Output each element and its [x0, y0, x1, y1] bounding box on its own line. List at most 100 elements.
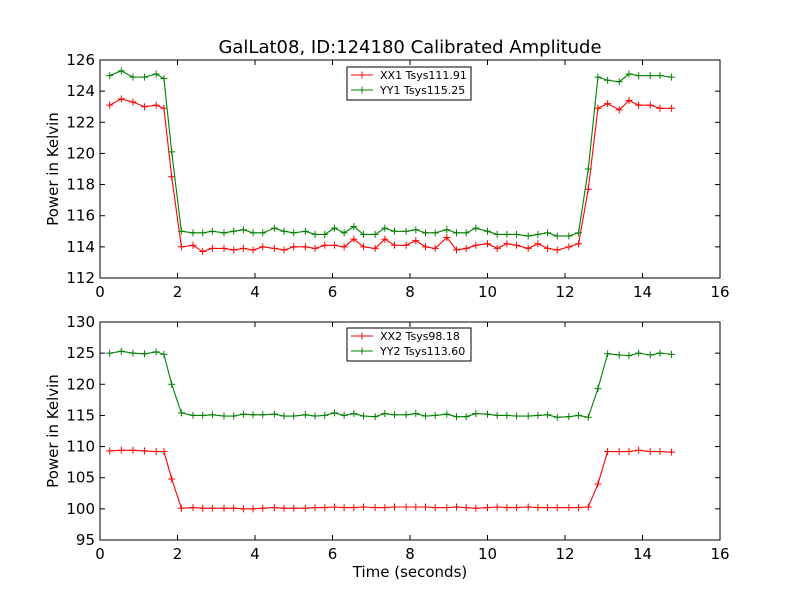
data-point [472, 241, 480, 249]
data-point [524, 244, 532, 252]
data-point [106, 349, 114, 357]
data-point [270, 224, 278, 232]
data-point [594, 104, 602, 112]
data-point [152, 348, 160, 356]
data-point [534, 240, 542, 248]
data-point [472, 410, 480, 418]
data-point [330, 503, 338, 511]
y-tick-label: 126 [66, 51, 95, 69]
data-point [340, 504, 348, 512]
legend: XX2 Tsys98.18 YY2 Tsys113.60 [346, 327, 472, 362]
data-point [402, 503, 410, 511]
data-point [381, 235, 389, 243]
data-point [575, 240, 583, 248]
data-point [249, 246, 257, 254]
data-point [340, 411, 348, 419]
data-point [340, 243, 348, 251]
data-point [160, 350, 168, 358]
data-point [381, 224, 389, 232]
data-point [575, 411, 583, 419]
data-point [534, 411, 542, 419]
chart-title: GalLat08, ID:124180 Calibrated Amplitude [218, 37, 601, 58]
data-point [350, 235, 358, 243]
data-point [431, 504, 439, 512]
data-point [625, 70, 633, 78]
data-point [350, 410, 358, 418]
x-tick-label: 10 [478, 545, 497, 563]
x-tick-label: 2 [173, 283, 183, 301]
y-tick-label: 95 [76, 531, 95, 549]
legend-marker [358, 347, 366, 355]
data-point [220, 412, 228, 420]
data-point [129, 98, 137, 106]
data-point [371, 413, 379, 421]
data-point [544, 244, 552, 252]
data-point [534, 230, 542, 238]
data-point [422, 503, 429, 511]
data-point [381, 504, 389, 512]
data-point [462, 244, 470, 252]
x-tick-label: 6 [328, 545, 338, 563]
data-point [594, 480, 602, 488]
data-point [177, 243, 185, 251]
data-point [189, 229, 197, 237]
data-point [513, 504, 521, 512]
data-point [553, 232, 561, 240]
data-point [311, 412, 319, 420]
data-point [472, 504, 480, 512]
data-point [472, 224, 480, 232]
data-point [152, 448, 160, 456]
legend-box [346, 66, 472, 101]
data-point [391, 503, 398, 511]
data-point [503, 230, 511, 238]
y-axis-label: Power in Kelvin [44, 374, 62, 488]
data-point [462, 504, 470, 512]
data-point [625, 96, 633, 104]
data-point [290, 229, 298, 237]
x-tick-label: 16 [710, 545, 729, 563]
data-point [625, 448, 633, 456]
data-point [646, 72, 654, 80]
data-point [321, 241, 329, 249]
data-point [513, 412, 521, 420]
data-point [330, 241, 338, 249]
data-point [249, 229, 257, 237]
data-point [453, 413, 460, 421]
legend-label-2: YY2 Tsys113.60 [379, 345, 465, 358]
x-tick-label: 4 [250, 283, 260, 301]
data-point [301, 243, 309, 251]
data-point [604, 100, 612, 108]
data-point [199, 229, 207, 237]
data-point [239, 410, 247, 418]
data-point [168, 475, 176, 483]
data-point [249, 505, 257, 513]
data-point [565, 504, 573, 512]
data-point [391, 227, 398, 235]
legend-marker [358, 332, 366, 340]
data-point [371, 504, 379, 512]
x-tick-label: 4 [250, 545, 260, 563]
data-point [422, 243, 429, 251]
data-point [668, 448, 676, 456]
legend-marker [358, 71, 366, 79]
legend-label-2: YY1 Tsys115.25 [379, 84, 465, 97]
data-point [106, 101, 114, 109]
y-tick-label: 125 [66, 344, 95, 362]
data-point [208, 227, 216, 235]
data-point [340, 229, 348, 237]
legend-marker [358, 86, 366, 94]
data-point [160, 75, 168, 83]
data-point [635, 72, 643, 80]
data-point [484, 227, 491, 235]
data-point [412, 226, 420, 234]
data-point [615, 78, 623, 86]
data-point [259, 243, 267, 251]
data-point [484, 504, 491, 512]
data-point [239, 244, 247, 252]
legend-box [346, 327, 472, 362]
data-point [199, 248, 207, 256]
data-point [513, 241, 521, 249]
data-point [391, 241, 398, 249]
data-point [321, 230, 329, 238]
data-point [462, 229, 470, 237]
